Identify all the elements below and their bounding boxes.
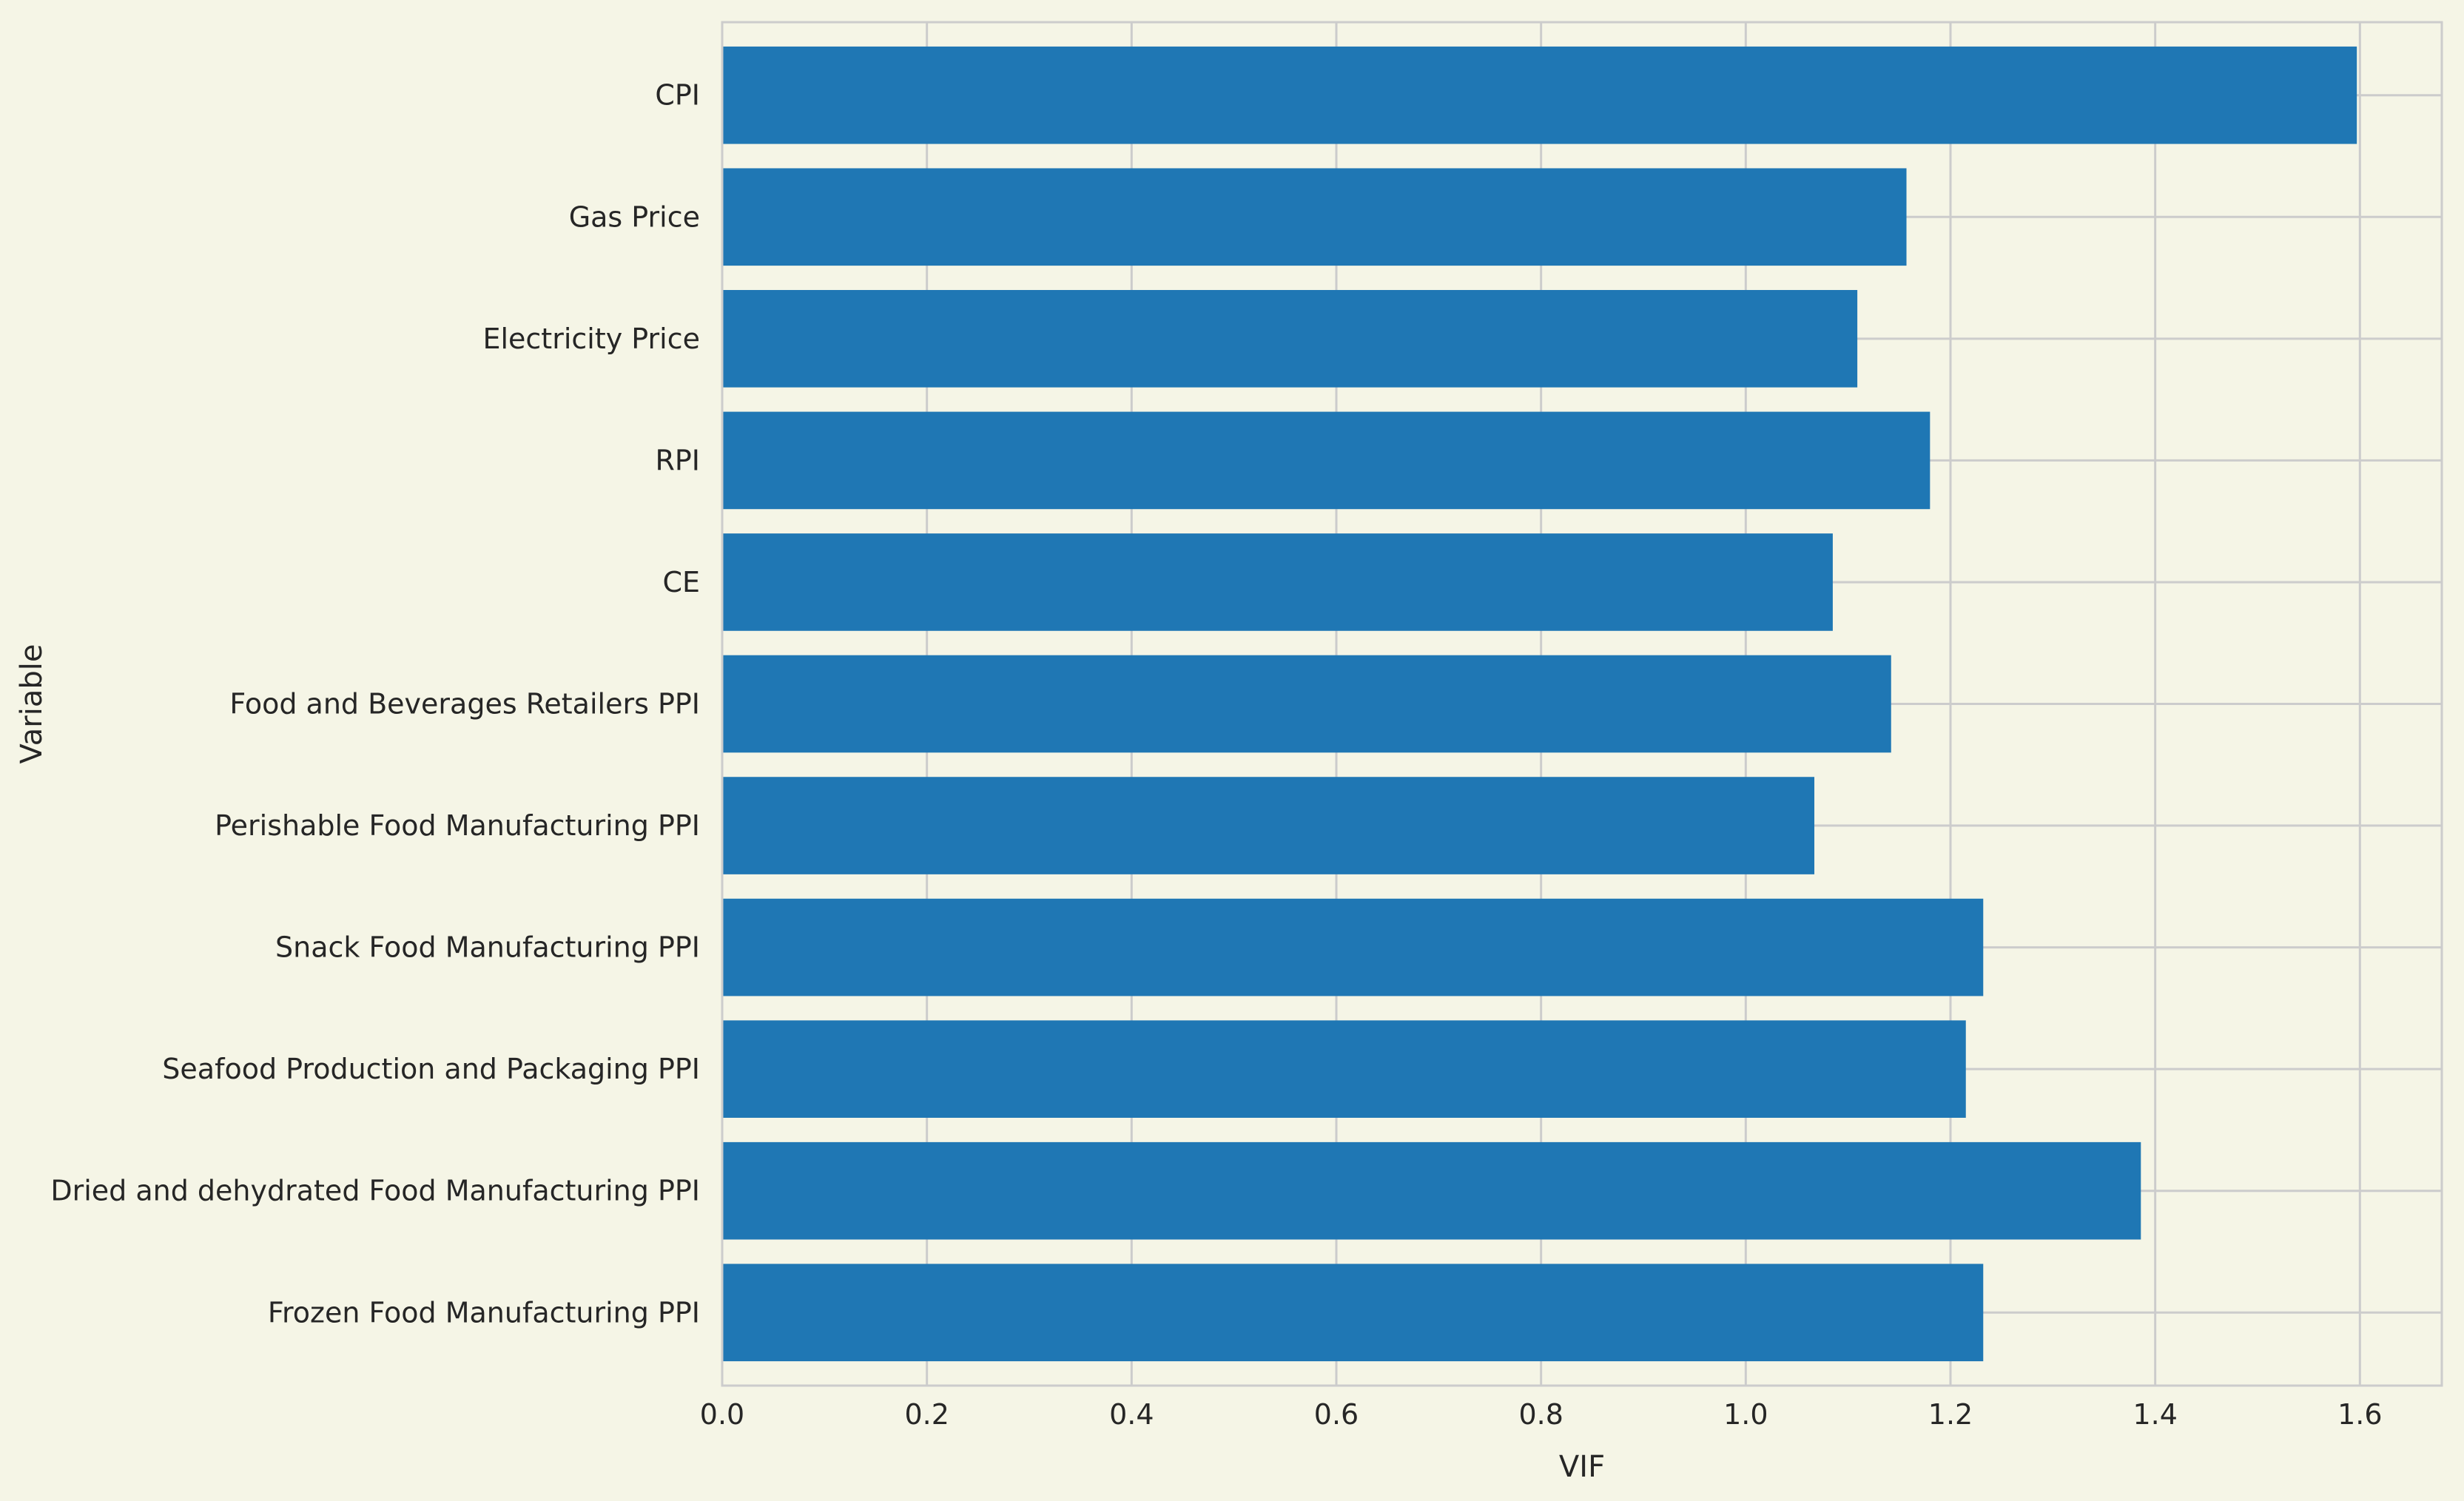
y-tick-label: CPI <box>655 79 700 112</box>
y-tick-label: Seafood Production and Packaging PPI <box>162 1053 700 1085</box>
x-tick-label: 1.4 <box>2133 1398 2177 1431</box>
y-tick-label: Snack Food Manufacturing PPI <box>275 931 700 964</box>
y-tick-label: Food and Beverages Retailers PPI <box>229 688 700 721</box>
bar <box>722 290 1858 388</box>
bar <box>722 1264 1984 1362</box>
y-tick-label: RPI <box>655 444 700 476</box>
x-tick-labels: 0.0 0.2 0.4 0.6 0.8 1.0 1.2 1.4 1.6 <box>700 1398 2383 1431</box>
y-tick-label: Dried and dehydrated Food Manufacturing … <box>50 1175 700 1207</box>
y-axis-label: Variable <box>15 644 49 764</box>
plot-frame <box>721 21 2443 1387</box>
x-tick-label: 0.6 <box>1314 1398 1359 1431</box>
x-tick-label: 0.8 <box>1518 1398 1563 1431</box>
x-tick-label: 1.0 <box>1723 1398 1768 1431</box>
y-tick-label: Frozen Food Manufacturing PPI <box>268 1296 700 1329</box>
bar <box>722 411 1931 510</box>
bar <box>722 1141 2141 1240</box>
x-tick-label: 0.4 <box>1109 1398 1154 1431</box>
x-tick-label: 0.2 <box>904 1398 949 1431</box>
bar <box>722 1020 1966 1118</box>
bar <box>722 533 1833 631</box>
x-axis-label: VIF <box>1559 1450 1605 1484</box>
bar <box>722 898 1984 996</box>
y-tick-label: Gas Price <box>569 200 700 233</box>
bar <box>722 777 1815 874</box>
bar <box>722 655 1891 753</box>
x-tick-label: 1.6 <box>2337 1398 2382 1431</box>
x-tick-label: 0.0 <box>700 1398 744 1431</box>
x-tick-label: 1.2 <box>1928 1398 1973 1431</box>
y-tick-labels: CPI Gas Price Electricity Price RPI CE Food a… <box>50 79 700 1329</box>
bar <box>722 46 2357 144</box>
bar <box>722 168 1907 266</box>
bars <box>722 46 2357 1362</box>
y-tick-label: CE <box>662 566 700 598</box>
y-tick-label: Perishable Food Manufacturing PPI <box>215 809 700 842</box>
y-tick-label: Electricity Price <box>482 323 700 355</box>
